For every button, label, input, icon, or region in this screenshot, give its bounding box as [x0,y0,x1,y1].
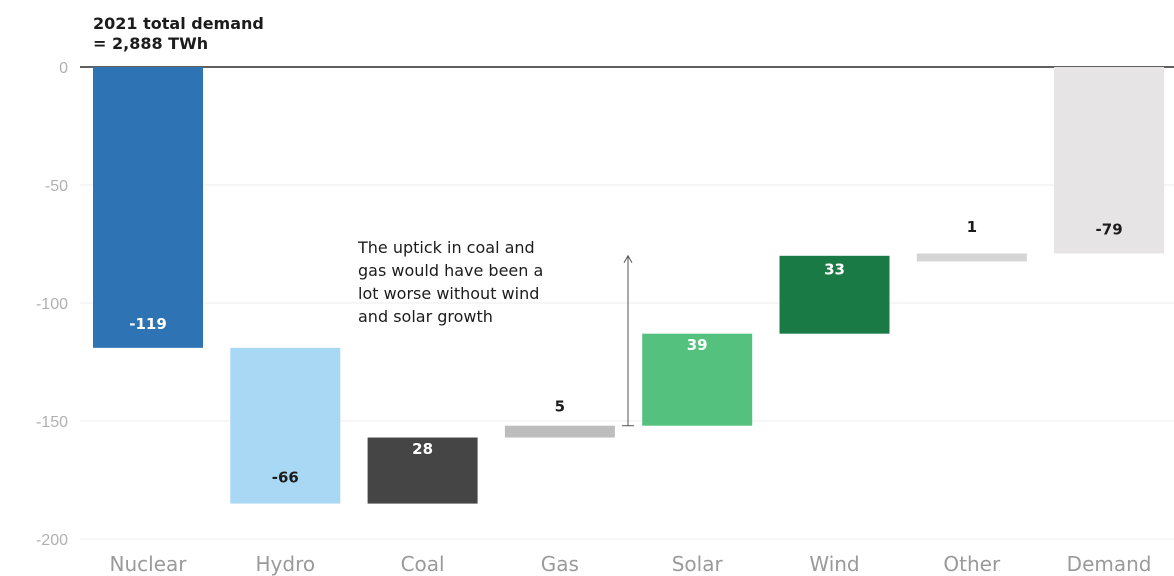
x-tick-label: Solar [672,552,724,576]
data-label-wind: 33 [824,261,845,279]
data-label-hydro: -66 [272,468,299,486]
bar-solar [642,333,753,426]
data-label-solar: 39 [687,336,708,354]
data-label-other: 1 [967,218,977,236]
annotation-line-3: lot worse without wind [358,284,540,303]
x-tick-label: Gas [541,552,579,576]
data-label-demand: -79 [1096,221,1123,239]
data-label-coal: 28 [412,440,433,458]
y-tick-label: -100 [36,296,68,313]
x-tick-label: Wind [809,552,859,576]
bar-coal [367,437,478,504]
y-tick-label: 0 [59,60,68,77]
annotation-line-2: gas would have been a [358,261,544,280]
bar-wind [779,255,890,334]
data-label-nuclear: -119 [129,315,167,333]
bar-gas [504,425,615,438]
header-line-2: = 2,888 TWh [93,34,209,53]
x-tick-label: Other [943,552,1001,576]
annotation-arrowhead [623,254,633,264]
x-tick-label: Hydro [256,552,316,576]
x-tick-label: Coal [401,552,445,576]
annotation-line-4: and solar growth [358,307,493,326]
annotation-text: The uptick in coal and gas would have be… [358,236,618,328]
header-line-1: 2021 total demand [93,14,264,33]
bar-hydro [230,347,341,504]
y-tick-label: -150 [36,414,68,431]
data-label-gas: 5 [555,398,565,416]
x-tick-label: Nuclear [110,552,188,576]
y-tick-label: -50 [45,178,68,195]
annotation-line-1: The uptick in coal and [358,238,535,257]
bar-nuclear [93,67,203,348]
bar-other [916,253,1027,262]
y-tick-label: -200 [36,532,68,549]
chart-header: 2021 total demand = 2,888 TWh [93,14,264,54]
bar-demand [1054,67,1165,254]
x-tick-label: Demand [1067,552,1152,576]
